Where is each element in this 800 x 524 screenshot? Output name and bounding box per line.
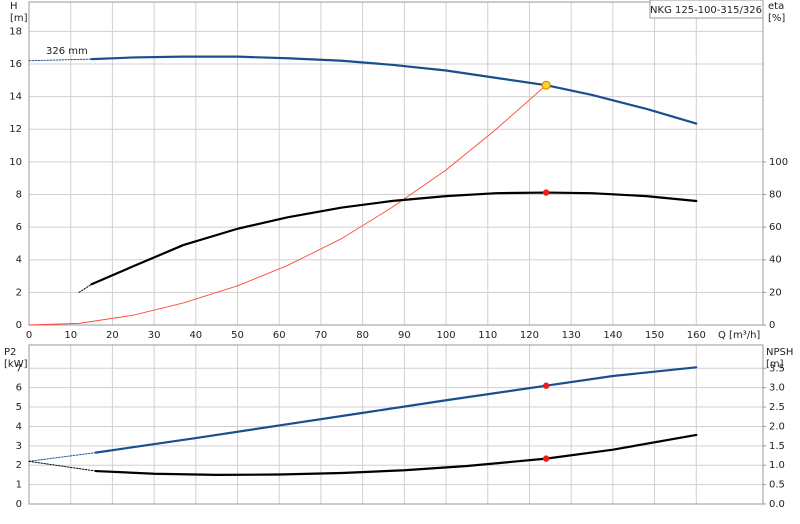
x-tick-label: 60 [273, 330, 286, 341]
x-tick-label: 130 [562, 330, 581, 341]
curve-extension [78, 283, 93, 293]
y2-tick-label: 40 [769, 255, 782, 266]
curve-annotation: 326 mm [46, 46, 88, 57]
y-tick-label: 16 [9, 59, 22, 70]
y-axis-unit: [kW] [4, 359, 28, 370]
operating-point [542, 455, 550, 462]
y-tick-label: 3 [16, 441, 22, 452]
y-tick-label: 4 [16, 255, 22, 266]
x-tick-label: 160 [687, 330, 706, 341]
y-tick-label: 18 [9, 26, 22, 37]
y-tick-label: 4 [16, 421, 22, 432]
y-tick-label: 2 [16, 287, 22, 298]
curve-extension [28, 460, 97, 472]
plot-area [29, 2, 763, 325]
x-tick-label: 30 [148, 330, 161, 341]
plot-frame [28, 344, 764, 505]
curve [94, 433, 698, 477]
y-tick-label: 0 [16, 320, 22, 331]
operating-point [542, 382, 550, 389]
x-tick-label: 120 [520, 330, 539, 341]
y2-axis-label: NPSH [766, 347, 793, 358]
y2-tick-label: 80 [769, 189, 782, 200]
y2-axis-label: eta [768, 1, 784, 12]
x-tick-label: 110 [478, 330, 497, 341]
plot-area [29, 345, 763, 504]
y2-axis-unit: [%] [768, 13, 785, 24]
y-axis-unit: [m] [10, 13, 28, 24]
y2-tick-label: 0.5 [769, 480, 785, 491]
y2-tick-label: 60 [769, 222, 782, 233]
x-tick-label: 100 [436, 330, 455, 341]
curve-extension [28, 58, 93, 62]
title-box [649, 0, 764, 19]
plot-frame [28, 1, 764, 326]
x-tick-label: 40 [189, 330, 202, 341]
y2-tick-label: 2.5 [769, 402, 785, 413]
curve [90, 191, 698, 286]
curve [90, 55, 698, 125]
x-tick-label: 70 [315, 330, 328, 341]
y2-tick-label: 3.5 [769, 363, 785, 374]
y-tick-label: 6 [16, 222, 22, 233]
y-tick-label: 2 [16, 460, 22, 471]
operating-point [542, 189, 550, 196]
y2-tick-label: 2.0 [769, 421, 785, 432]
y2-tick-label: 0 [769, 320, 775, 331]
y-tick-label: 1 [16, 480, 22, 491]
curve-extension [28, 452, 97, 462]
x-tick-label: 80 [356, 330, 369, 341]
x-tick-label: 50 [231, 330, 244, 341]
x-tick-label: 90 [398, 330, 411, 341]
y2-tick-label: 1.0 [769, 460, 785, 471]
y-tick-label: 14 [9, 92, 22, 103]
x-tick-label: 20 [106, 330, 119, 341]
y-tick-label: 6 [16, 383, 22, 394]
y-tick-label: 5 [16, 402, 22, 413]
chart-title: NKG 125-100-315/326 [650, 5, 762, 16]
y2-tick-label: 1.5 [769, 441, 785, 452]
curve [94, 366, 698, 454]
x-tick-label: 0 [26, 330, 32, 341]
y2-tick-label: 3.0 [769, 383, 785, 394]
y2-tick-label: 20 [769, 287, 782, 298]
y2-tick-label: 100 [769, 157, 788, 168]
operating-point [541, 80, 551, 90]
curve [28, 84, 547, 326]
x-tick-label: 140 [603, 330, 622, 341]
y-tick-label: 7 [16, 363, 22, 374]
y-axis-label: H [10, 1, 18, 12]
y2-tick-label: 0.0 [769, 499, 785, 510]
y-tick-label: 12 [9, 124, 22, 135]
y-tick-label: 0 [16, 499, 22, 510]
x-axis-label: Q [m³/h] [718, 330, 760, 341]
y-tick-label: 8 [16, 189, 22, 200]
y-axis-label: P2 [4, 347, 16, 358]
x-tick-label: 10 [64, 330, 77, 341]
x-tick-label: 150 [645, 330, 664, 341]
y-tick-label: 10 [9, 157, 22, 168]
y2-axis-unit: [m] [766, 359, 784, 370]
